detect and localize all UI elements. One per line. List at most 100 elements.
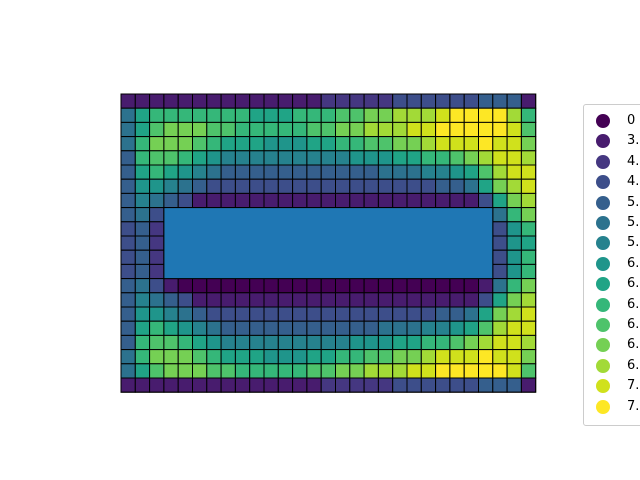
heatmap-cell bbox=[320, 93, 337, 109]
heatmap-cell bbox=[149, 377, 165, 393]
heatmap-cell bbox=[134, 278, 151, 294]
heatmap-cell bbox=[463, 320, 480, 336]
heatmap-cell bbox=[406, 178, 422, 194]
heatmap-cell bbox=[420, 334, 437, 351]
heatmap-cell bbox=[120, 221, 136, 237]
heatmap-cell bbox=[249, 136, 265, 152]
heatmap-cell bbox=[192, 334, 208, 351]
heatmap-cell bbox=[506, 235, 522, 251]
heatmap-cell bbox=[234, 292, 251, 308]
heatmap-cell bbox=[234, 121, 251, 138]
heatmap-cell bbox=[363, 349, 379, 365]
heatmap-cell bbox=[349, 178, 365, 194]
heatmap-cell bbox=[249, 121, 265, 138]
heatmap-cell bbox=[220, 278, 236, 294]
heatmap-cell bbox=[392, 306, 408, 322]
heatmap-cell bbox=[234, 363, 251, 379]
legend-label: 5. bbox=[627, 194, 640, 210]
heatmap-cell bbox=[377, 292, 394, 308]
heatmap-cell bbox=[263, 150, 279, 166]
heatmap-cell bbox=[463, 121, 480, 138]
heatmap-cell bbox=[492, 150, 508, 166]
heatmap-cell bbox=[263, 164, 279, 180]
legend-marker bbox=[596, 154, 610, 169]
heatmap-cell bbox=[449, 292, 465, 308]
heatmap-cell bbox=[420, 164, 437, 180]
heatmap-cell bbox=[206, 349, 222, 365]
legend-marker bbox=[596, 175, 610, 190]
heatmap-cell bbox=[420, 363, 437, 379]
heatmap-cell bbox=[149, 349, 165, 365]
heatmap-cell bbox=[349, 121, 365, 138]
heatmap-cell bbox=[249, 334, 265, 351]
heatmap-cell bbox=[449, 150, 465, 166]
heatmap-cell bbox=[463, 377, 480, 393]
heatmap-cell bbox=[492, 349, 508, 365]
heatmap-cell bbox=[277, 320, 294, 336]
heatmap-cell bbox=[249, 306, 265, 322]
heatmap-cell bbox=[449, 178, 465, 194]
heatmap-cell bbox=[406, 320, 422, 336]
heatmap-cell bbox=[363, 107, 379, 123]
heatmap-cell bbox=[392, 334, 408, 351]
legend-marker bbox=[596, 256, 610, 271]
heatmap-cell bbox=[149, 363, 165, 379]
heatmap-cell bbox=[249, 192, 265, 209]
heatmap-cell bbox=[420, 278, 437, 294]
heatmap-cell bbox=[377, 377, 394, 393]
heatmap-cell bbox=[320, 278, 337, 294]
heatmap-cell bbox=[478, 178, 494, 194]
heatmap-cell bbox=[478, 136, 494, 152]
heatmap-cell bbox=[263, 320, 279, 336]
heatmap-cell bbox=[149, 334, 165, 351]
heatmap-cell bbox=[492, 192, 508, 209]
legend-marker bbox=[596, 195, 610, 210]
heatmap-cell bbox=[349, 377, 365, 393]
heatmap-cell bbox=[149, 278, 165, 294]
heatmap-cell bbox=[363, 334, 379, 351]
heatmap-cell bbox=[506, 278, 522, 294]
heatmap-cell bbox=[392, 292, 408, 308]
heatmap-cell bbox=[377, 320, 394, 336]
heatmap-cell bbox=[220, 377, 236, 393]
heatmap-cell bbox=[377, 136, 394, 152]
heatmap-cell bbox=[206, 377, 222, 393]
heatmap-cell bbox=[463, 107, 480, 123]
heatmap-cell bbox=[335, 192, 351, 209]
heatmap-cell bbox=[149, 221, 165, 237]
heatmap-cell bbox=[349, 320, 365, 336]
heatmap-cell bbox=[478, 377, 494, 393]
heatmap-cell bbox=[392, 121, 408, 138]
heatmap-cell bbox=[277, 377, 294, 393]
heatmap-cell bbox=[177, 93, 193, 109]
heatmap-cell bbox=[335, 178, 351, 194]
heatmap-cell bbox=[492, 249, 508, 265]
legend-item: 3. bbox=[596, 132, 640, 152]
heatmap-cell bbox=[363, 278, 379, 294]
heatmap-cell bbox=[263, 121, 279, 138]
plot-frame bbox=[120, 93, 537, 393]
heatmap-cell bbox=[277, 178, 294, 194]
heatmap-cell bbox=[120, 292, 136, 308]
heatmap-cell bbox=[349, 107, 365, 123]
heatmap-cell bbox=[377, 93, 394, 109]
heatmap-cell bbox=[277, 363, 294, 379]
heatmap-cell bbox=[249, 278, 265, 294]
heatmap-cell bbox=[263, 107, 279, 123]
heatmap-cell bbox=[506, 192, 522, 209]
heatmap-cell bbox=[520, 107, 537, 123]
heatmap-cell bbox=[263, 178, 279, 194]
heatmap-cell bbox=[163, 93, 179, 109]
heatmap-cell bbox=[206, 121, 222, 138]
heatmap-cell bbox=[506, 178, 522, 194]
heatmap-cell bbox=[177, 164, 193, 180]
heatmap-cell bbox=[234, 349, 251, 365]
heatmap-cell bbox=[292, 192, 308, 209]
heatmap-cell bbox=[349, 192, 365, 209]
heatmap-cell bbox=[377, 150, 394, 166]
heatmap-cell bbox=[249, 93, 265, 109]
heatmap-cell bbox=[163, 136, 179, 152]
heatmap-cell bbox=[363, 306, 379, 322]
heatmap-cell bbox=[435, 192, 451, 209]
heatmap-cell bbox=[377, 278, 394, 294]
